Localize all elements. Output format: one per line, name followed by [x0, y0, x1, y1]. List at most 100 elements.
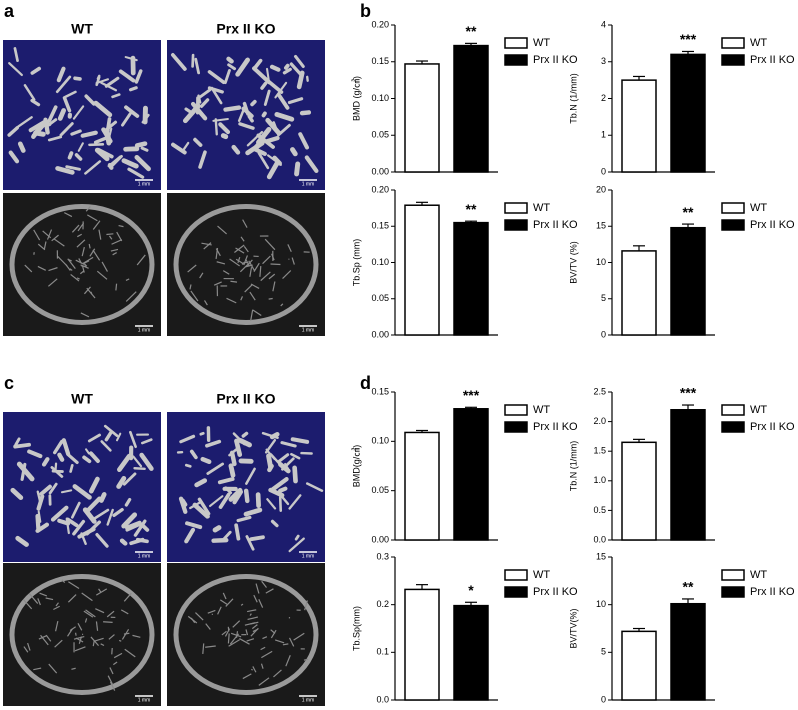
y-axis-label: BMD(g/㎤) [351, 445, 361, 488]
y-axis-label: Tb.N (1/mm) [568, 73, 578, 124]
trabecula [236, 515, 252, 523]
y-tick-label: 0.15 [371, 386, 389, 396]
trabecula [250, 99, 257, 107]
trabecula [84, 496, 102, 514]
trabecula [217, 606, 222, 615]
trabecula [223, 68, 231, 85]
y-axis-label: BMD (g/㎤) [351, 76, 361, 121]
trabecula [118, 639, 122, 642]
legend-swatch [721, 202, 745, 214]
significance: ** [466, 201, 477, 217]
legend-label: WT [533, 569, 550, 581]
trabecula [56, 66, 66, 83]
trabecula [61, 579, 66, 583]
trabecula [74, 153, 83, 161]
trabecula [54, 639, 63, 648]
trabecula [264, 238, 276, 251]
bar [621, 79, 657, 173]
trabecula [57, 518, 71, 526]
trabecula [68, 259, 72, 262]
y-tick-label: 3 [601, 56, 606, 66]
trabecula [265, 117, 281, 136]
trabecula [290, 437, 310, 444]
bar [670, 602, 706, 701]
bar [670, 409, 706, 541]
trabecula [37, 243, 46, 251]
panel-label: a [4, 1, 15, 21]
trabecula [225, 598, 234, 607]
trabecula [80, 130, 98, 138]
trabecula [73, 635, 85, 640]
trabecula [197, 94, 202, 104]
trabecula [125, 278, 130, 282]
trabecula [241, 431, 249, 438]
trabecula [193, 137, 203, 147]
trabecula [205, 623, 211, 630]
trabecula [56, 255, 68, 267]
trabecula [124, 56, 138, 62]
trabecula [98, 229, 102, 240]
trabecula [238, 122, 255, 130]
trabecula [228, 463, 236, 478]
bar [670, 226, 706, 336]
trabecula [200, 456, 212, 465]
trabecula [247, 616, 258, 621]
trabecula [41, 457, 50, 467]
y-tick-label: 4 [601, 19, 606, 29]
y-tick-label: 2.0 [593, 416, 606, 426]
trabecula [109, 681, 116, 691]
trabecula [129, 430, 137, 449]
y-tick-label: 0.0 [593, 534, 606, 544]
trabecula [80, 264, 89, 269]
trabecula [270, 629, 276, 634]
trabecula [269, 432, 280, 440]
trabecula [259, 266, 262, 277]
trabecula [53, 238, 65, 247]
y-tick-label: 20 [596, 184, 606, 194]
trabecula [101, 261, 108, 272]
trabecula [294, 534, 300, 541]
bar [404, 431, 440, 541]
trabecula [241, 262, 244, 265]
scale-bar-label: 1 mm [138, 553, 151, 559]
trabecula [250, 283, 260, 289]
trabecula [235, 57, 250, 77]
trabecula [282, 270, 292, 280]
trabecula [232, 432, 246, 446]
trabecula [220, 133, 229, 140]
y-axis-label: BV/TV (%) [568, 241, 578, 284]
trabecula [77, 233, 83, 238]
trabecula [224, 486, 233, 495]
legend-swatch [504, 37, 528, 49]
y-tick-label: 0 [601, 166, 606, 176]
trabecula [217, 477, 235, 485]
trabecula [124, 105, 140, 118]
legend-label: Prx II KO [750, 421, 795, 433]
trabecula [57, 452, 65, 462]
trabecula [112, 252, 117, 256]
trabecula [88, 243, 91, 249]
trabecula [209, 495, 224, 508]
trabecula [253, 594, 258, 603]
trabecula [281, 457, 295, 471]
trabecula [261, 111, 267, 118]
trabecula [249, 267, 253, 277]
legend-swatch [721, 421, 745, 433]
trabecula [124, 648, 136, 658]
y-tick-label: 0.15 [371, 56, 389, 66]
trabecula [95, 75, 101, 87]
trabecula [223, 105, 242, 112]
trabecula [268, 487, 285, 498]
y-tick-label: 2.5 [593, 386, 606, 396]
trabecula [61, 438, 71, 456]
trabecula [242, 219, 248, 228]
trabecula [252, 628, 259, 633]
trabecula [30, 66, 42, 75]
bar [670, 53, 706, 173]
trabecula [294, 54, 305, 69]
trabecula [107, 127, 113, 142]
micro-ct-image: 1 mm [3, 563, 161, 706]
trabecula [261, 650, 273, 659]
y-tick-label: 0.3 [376, 551, 389, 561]
trabecula [118, 69, 136, 83]
